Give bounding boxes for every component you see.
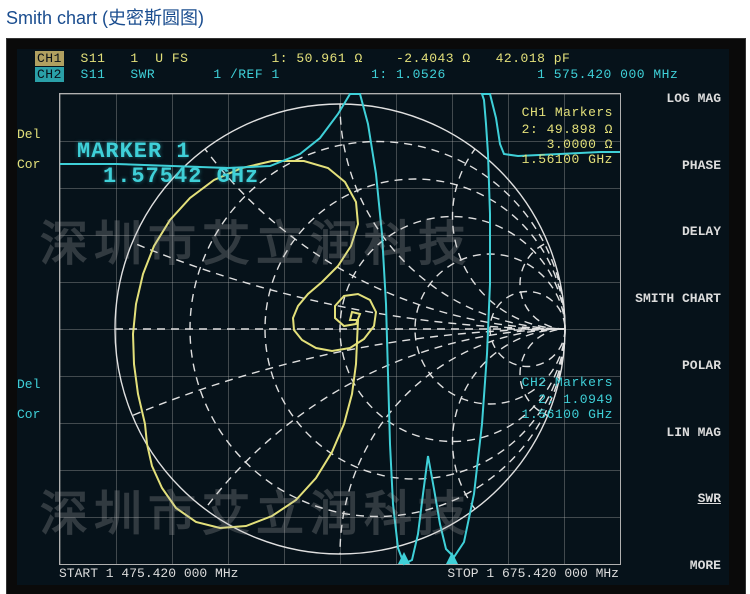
ch1-val3: 42.018 pF (496, 51, 571, 66)
ch1-markers-l2: 3.0000 Ω (522, 137, 613, 152)
ch2-cor-label: Cor (17, 407, 57, 422)
ch2-markers-l2: 1.56100 GHz (522, 407, 613, 422)
ch1-scale: 1 U FS (130, 51, 188, 66)
ch2-del-label: Del (17, 377, 57, 392)
softkey-more[interactable]: MORE (627, 556, 723, 575)
softkey-swr[interactable]: SWR (627, 489, 723, 508)
ch2-meas: S11 (81, 67, 106, 82)
active-marker-readout: MARKER 1 1.57542 GHz (77, 139, 259, 189)
ch2-mode: SWR (130, 67, 155, 82)
ch2-label: CH2 (35, 67, 64, 82)
ch2-scale: 1 /REF 1 (213, 67, 279, 82)
ch1-val2: -2.4043 Ω (396, 51, 471, 66)
ch1-markers-panel: CH1 Markers 2: 49.898 Ω 3.0000 Ω 1.56100… (522, 105, 613, 167)
ch2-markers-hdr: CH2 Markers (522, 375, 613, 390)
ch2-markers-panel: CH2 Markers 2: 1.0949 1.56100 GHz (522, 375, 613, 422)
stop-freq: STOP 1 675.420 000 MHz (447, 566, 619, 581)
softkey-smith[interactable]: SMITH CHART (627, 289, 723, 308)
watermark-1: 深圳市艾立润科技 (40, 204, 472, 274)
crt-screen: CH1 S11 1 U FS 1: 50.961 Ω -2.4043 Ω 42.… (17, 49, 729, 585)
marker-big-l2: 1.57542 GHz (103, 164, 259, 189)
softkey-phase[interactable]: PHASE (627, 156, 723, 175)
page-title: Smith chart (史密斯圆图) (0, 0, 750, 34)
ch1-val1: 1: 50.961 Ω (271, 51, 362, 66)
ch2-markers-l1: 2: 1.0949 (522, 392, 613, 407)
softkey-log-mag[interactable]: LOG MAG (627, 89, 723, 108)
ch2-val1: 1: 1.0526 (371, 67, 446, 82)
watermark-2: 深圳市艾立润科技 (40, 474, 472, 544)
ch1-header: CH1 S11 1 U FS 1: 50.961 Ω -2.4043 Ω 42.… (35, 51, 570, 66)
ch1-markers-l1: 2: 49.898 Ω (522, 122, 613, 137)
ch1-del-label: Del (17, 127, 57, 142)
softkey-menu: LOG MAG PHASE DELAY SMITH CHART POLAR LI… (627, 89, 723, 575)
softkey-polar[interactable]: POLAR (627, 356, 723, 375)
ch1-meas: S11 (81, 51, 106, 66)
footer-span: START 1 475.420 000 MHz STOP 1 675.420 0… (59, 566, 619, 581)
ch1-cor-label: Cor (17, 157, 57, 172)
softkey-lin-mag[interactable]: LIN MAG (627, 423, 723, 442)
start-freq: START 1 475.420 000 MHz (59, 566, 238, 581)
instrument-bezel: CH1 S11 1 U FS 1: 50.961 Ω -2.4043 Ω 42.… (6, 38, 746, 594)
ch1-markers-l3: 1.56100 GHz (522, 152, 613, 167)
ch1-label: CH1 (35, 51, 64, 66)
ch2-header: CH2 S11 SWR 1 /REF 1 1: 1.0526 1 575.420… (35, 67, 678, 82)
header-readouts: CH1 S11 1 U FS 1: 50.961 Ω -2.4043 Ω 42.… (35, 49, 619, 91)
ch2-freq: 1 575.420 000 MHz (537, 67, 678, 82)
softkey-delay[interactable]: DELAY (627, 222, 723, 241)
ch1-markers-hdr: CH1 Markers (522, 105, 613, 120)
marker-big-l1: MARKER 1 (77, 139, 191, 164)
